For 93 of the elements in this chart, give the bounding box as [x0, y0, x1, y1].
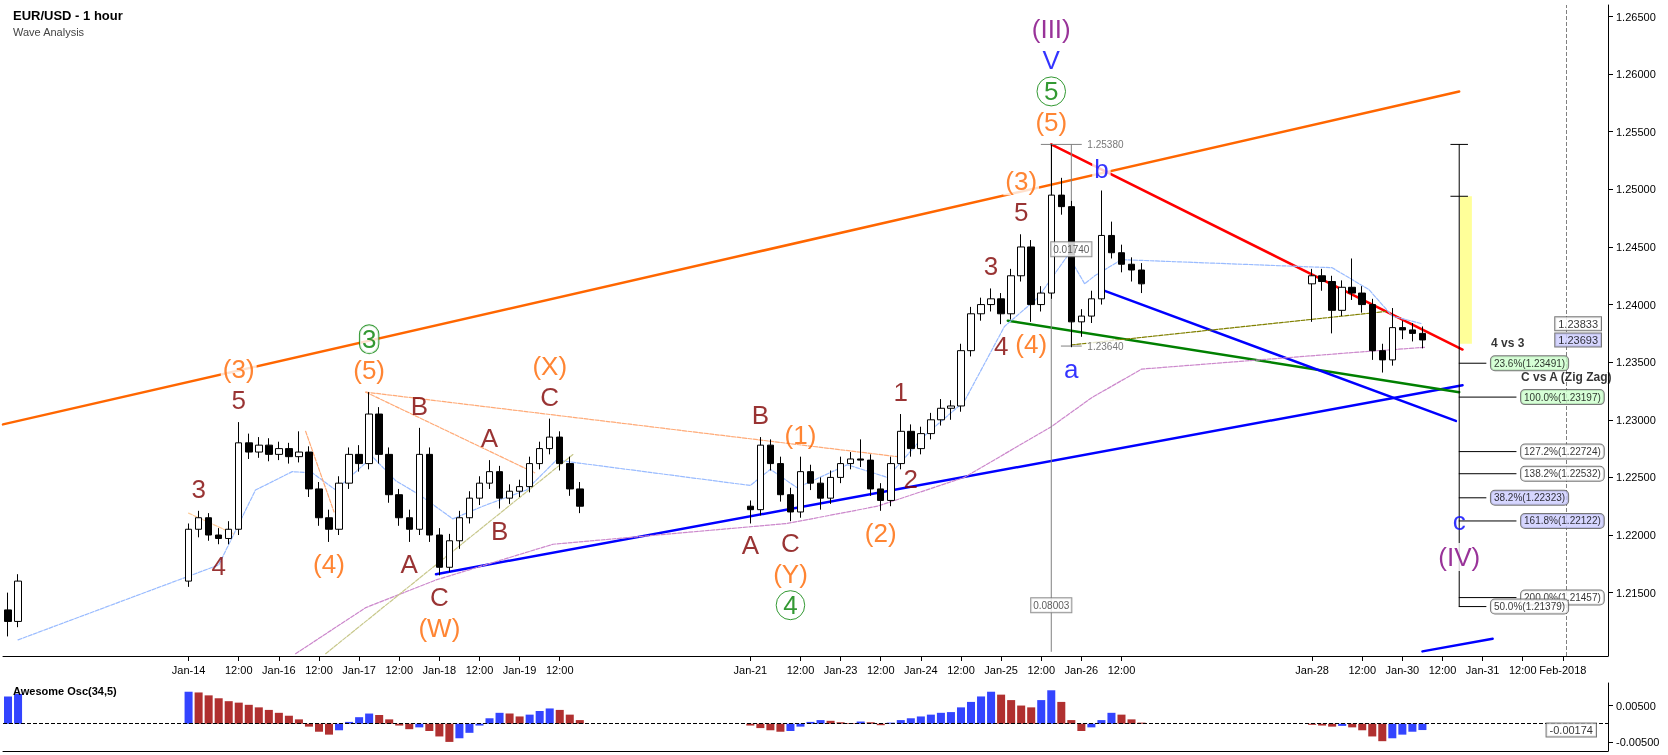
annotation: b — [1094, 153, 1109, 184]
annotation: (4) — [1015, 328, 1048, 359]
x-tick-label: Jan-16 — [262, 663, 296, 676]
annotation: 38.2%(1.22323) — [1493, 492, 1566, 504]
x-tick-label: 12:00 — [545, 663, 574, 676]
x-tick-label: Jan-31 — [1465, 663, 1500, 676]
y-tick-label: 1.26500 — [1616, 10, 1656, 23]
x-tick-label: 12:00 — [465, 663, 494, 676]
annotation: 3 — [983, 251, 999, 282]
y-tick-label: 1.23000 — [1616, 413, 1656, 426]
annotation: 1.23693 — [1558, 333, 1598, 346]
x-tick-label: Jan-28 — [1295, 663, 1329, 676]
annotation: (5) — [1035, 107, 1068, 138]
x-tick-label: Jan-21 — [733, 663, 768, 676]
annotation: (4) — [313, 548, 345, 579]
annotation: (III) — [1031, 14, 1071, 45]
x-tick-label: Jan-18 — [422, 663, 457, 676]
annotation: 1 — [893, 377, 909, 408]
x-tick-label: 12:00 — [786, 663, 815, 676]
y-tick-label: 1.24500 — [1616, 240, 1656, 253]
y-tick-label: 1.25500 — [1616, 125, 1656, 138]
annotation: 4 — [211, 551, 226, 582]
annotation: 127.2%(1.22724) — [1524, 446, 1601, 458]
annotation: (W) — [418, 613, 461, 644]
annotation: (5) — [353, 355, 386, 386]
annotation: 5 — [231, 385, 246, 416]
annotation: 1.25380 — [1087, 138, 1124, 150]
annotation: 4 — [993, 331, 1009, 362]
annotation: (3) — [222, 354, 255, 385]
x-tick-label: Jan-25 — [984, 663, 1018, 676]
x-tick-label: 12:00 — [224, 663, 253, 676]
annotation: B — [410, 390, 428, 421]
chart-title: EUR/USD - 1 hour — [13, 8, 123, 23]
annotation: V — [1042, 45, 1061, 76]
y-tick-label: -0.00500 — [1616, 735, 1660, 748]
x-tick-label: 12:00 — [1027, 663, 1055, 676]
annotation: 5 — [1013, 197, 1029, 228]
x-tick-label: Jan-30 — [1385, 663, 1420, 676]
x-tick-label: 12:00 — [947, 663, 975, 676]
annotation: 1.23640 — [1087, 340, 1124, 352]
annotation: C — [540, 381, 560, 412]
x-tick-label: Jan-24 — [904, 663, 938, 676]
chart-title: Awesome Osc(34,5) — [13, 684, 118, 697]
x-tick-label: Jan-26 — [1064, 663, 1099, 676]
x-tick-label: Jan-23 — [823, 663, 858, 676]
x-tick-label: 12:00 — [1508, 663, 1537, 676]
annotation: 100.0%(1.23197) — [1524, 391, 1601, 403]
annotation: 200.0%(1.21457) — [1524, 592, 1601, 604]
x-tick-label: 12:00 — [1107, 663, 1136, 676]
annotation: 3 — [361, 324, 377, 355]
annotation: A — [480, 423, 499, 454]
annotation: B — [751, 400, 770, 431]
y-tick-label: 1.22000 — [1616, 529, 1656, 542]
y-tick-label: 1.21500 — [1616, 586, 1656, 599]
annotation: A — [400, 548, 419, 579]
annotation: (IV) — [1438, 541, 1481, 572]
y-tick-label: 1.22500 — [1616, 471, 1656, 484]
annotation: (2) — [864, 517, 897, 548]
x-tick-label: 12:00 — [1348, 663, 1376, 676]
annotation: -0.00174 — [1549, 724, 1593, 737]
text: Wave Analysis — [13, 25, 85, 38]
x-tick-label: Jan-14 — [171, 663, 206, 676]
x-tick-label: 12:00 — [385, 663, 413, 676]
annotation: 3 — [191, 473, 206, 504]
annotation: 23.6%(1.23491) — [1493, 357, 1566, 369]
annotation: C — [429, 582, 449, 613]
annotation: 4 vs 3 — [1490, 336, 1525, 351]
x-tick-label: 12:00 — [305, 663, 333, 676]
x-tick-label: Jan-19 — [502, 663, 537, 676]
y-tick-label: 1.23500 — [1616, 356, 1656, 369]
x-tick-label: 12:00 — [866, 663, 895, 676]
x-tick-label: Jan-17 — [342, 663, 376, 676]
annotation: (Y) — [773, 559, 808, 590]
annotation: 161.8%(1.22122) — [1524, 515, 1601, 527]
y-tick-label: 1.26000 — [1616, 68, 1656, 81]
annotation: B — [490, 515, 509, 546]
annotation: 1.23833 — [1558, 317, 1598, 330]
annotation: C — [781, 528, 800, 559]
x-tick-label: 12:00 — [1428, 663, 1457, 676]
annotation: a — [1064, 354, 1080, 385]
annotation: (X) — [532, 350, 568, 381]
y-tick-label: 1.25000 — [1616, 183, 1656, 196]
x-tick-label: Feb-2018 — [1539, 663, 1587, 676]
annotation: 4 — [783, 590, 798, 621]
annotation: A — [741, 530, 760, 561]
annotation: (1) — [784, 419, 817, 450]
annotation: 2 — [903, 463, 919, 494]
y-tick-label: 0.00500 — [1616, 699, 1656, 712]
annotation: 50.0%(1.21379) — [1493, 601, 1566, 613]
annotation: 138.2%(1.22532) — [1524, 468, 1601, 480]
y-tick-label: 1.24000 — [1616, 298, 1656, 311]
annotation: 5 — [1044, 76, 1059, 107]
annotation: (3) — [1005, 166, 1038, 197]
